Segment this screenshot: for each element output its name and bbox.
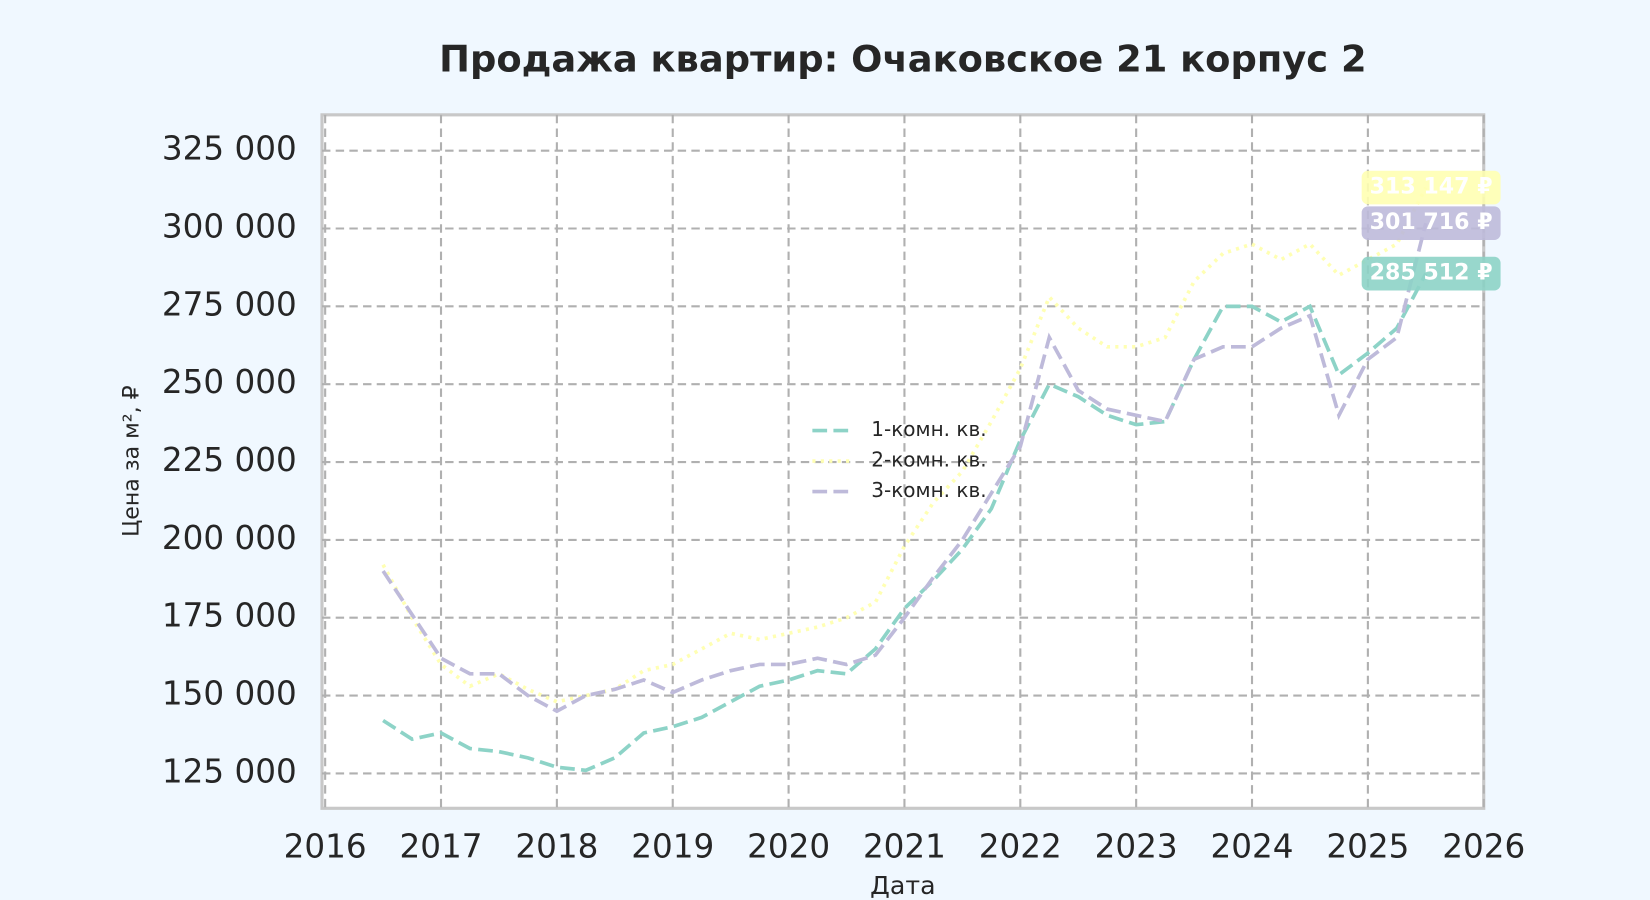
- y-tick-label: 250 000: [162, 363, 297, 401]
- y-tick-label: 200 000: [162, 519, 297, 557]
- x-tick-label: 2024: [1211, 827, 1294, 865]
- x-tick-label: 2017: [400, 827, 483, 865]
- x-tick-label: 2025: [1326, 827, 1409, 865]
- x-tick-label: 2018: [515, 827, 598, 865]
- legend-label: 1-комн. кв.: [871, 417, 986, 441]
- chart-title: Продажа квартир: Очаковское 21 корпус 2: [439, 38, 1366, 81]
- y-tick-label: 125 000: [162, 752, 297, 790]
- grid: [322, 114, 1485, 809]
- end-labels: 285 512 ₽ 313 147 ₽ 301 716 ₽: [1361, 170, 1501, 291]
- x-axis-label: Дата: [870, 871, 935, 900]
- series-line: [382, 272, 1428, 773]
- legend-label: 2-комн. кв.: [871, 448, 986, 472]
- x-tick-label: 2020: [747, 827, 830, 865]
- end-label-box: [1361, 170, 1501, 205]
- end-label: 313 147 ₽: [1370, 174, 1493, 200]
- x-tick-label: 2019: [631, 827, 714, 865]
- x-tick-label: 2022: [979, 827, 1062, 865]
- lines: [381, 186, 1428, 773]
- x-tick-label: 2026: [1442, 827, 1525, 865]
- x-tick-label: 2023: [1095, 827, 1178, 865]
- y-tick-label: 175 000: [162, 597, 297, 635]
- y-tick-label: 225 000: [162, 441, 297, 479]
- end-label: 301 716 ₽: [1370, 209, 1493, 235]
- y-tick-label: 150 000: [162, 675, 297, 713]
- y-tick-label: 300 000: [162, 208, 297, 246]
- series-line: [381, 222, 1428, 714]
- legend: 1-комн. кв. 2-комн. кв. 3-комн. кв.: [812, 417, 987, 502]
- legend-label: 3-комн. кв.: [871, 478, 986, 502]
- y-tick-label: 325 000: [162, 130, 297, 168]
- end-label-box: [1361, 206, 1501, 240]
- y-tick-label: 275 000: [162, 285, 297, 323]
- end-label: 285 512 ₽: [1370, 260, 1493, 286]
- end-label-box: [1361, 256, 1501, 291]
- x-tick-label: 2016: [284, 827, 367, 865]
- y-axis-label: Цена за м², ₽: [119, 385, 145, 537]
- x-tick-label: 2021: [863, 827, 946, 865]
